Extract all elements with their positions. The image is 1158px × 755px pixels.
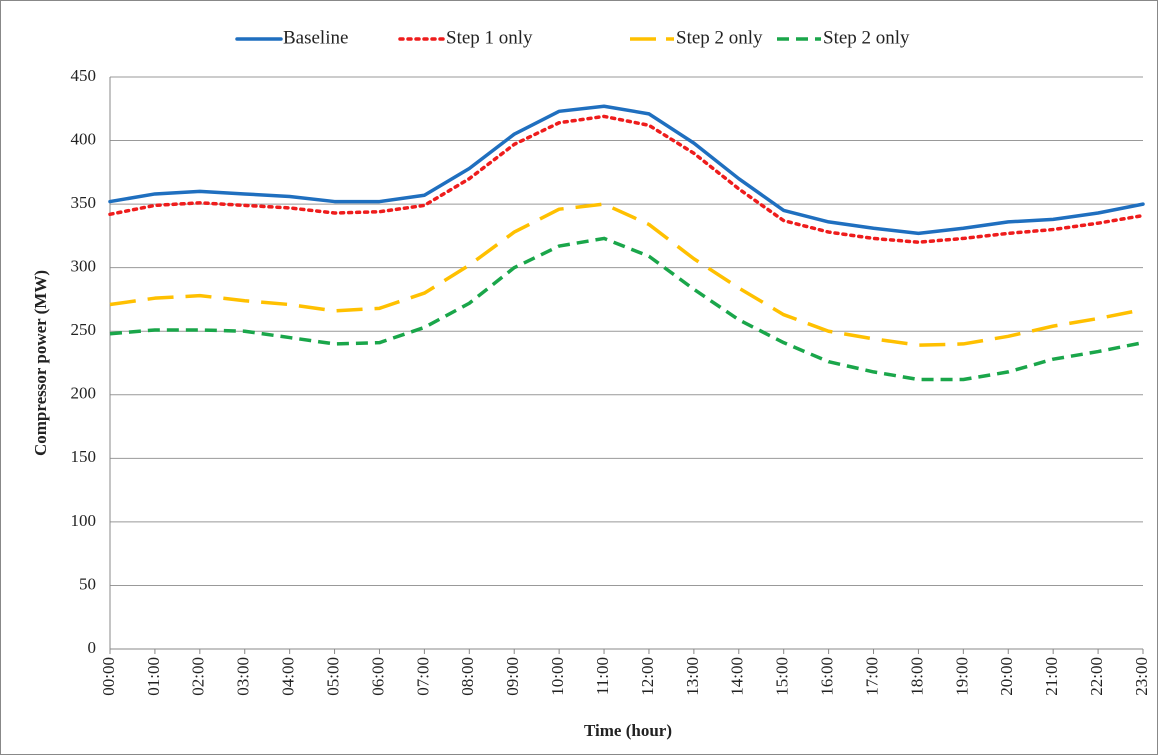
- x-tick-label: 13:00: [683, 657, 702, 696]
- x-tick-label: 05:00: [323, 657, 342, 696]
- y-tick-label: 400: [71, 129, 97, 148]
- x-tick-label: 09:00: [503, 657, 522, 696]
- data-line: [109, 202, 1144, 347]
- x-tick-label: 21:00: [1042, 657, 1061, 696]
- y-tick-label: 0: [88, 638, 97, 657]
- legend-label: Step 2 only: [823, 27, 910, 48]
- x-tick-label: 07:00: [413, 657, 432, 696]
- x-tick-label: 16:00: [818, 657, 837, 696]
- legend-label: Step 2 only: [676, 27, 763, 48]
- x-tick-label: 17:00: [862, 657, 881, 696]
- x-tick-label: 08:00: [458, 657, 477, 696]
- x-tick-label: 14:00: [728, 657, 747, 696]
- data-line: [108, 104, 1145, 236]
- x-tick-label: 12:00: [638, 657, 657, 696]
- x-tick-label: 04:00: [279, 657, 298, 696]
- y-tick-label: 250: [71, 320, 97, 339]
- x-tick-label: 10:00: [548, 657, 567, 696]
- x-tick-label: 22:00: [1087, 657, 1106, 696]
- x-tick-label: 00:00: [99, 657, 118, 696]
- x-tick-label: 23:00: [1132, 657, 1151, 696]
- x-tick-label: 06:00: [368, 657, 387, 696]
- x-tick-label: 02:00: [189, 657, 208, 696]
- legend-label: Step 1 only: [446, 27, 533, 48]
- x-tick-label: 15:00: [773, 657, 792, 696]
- data-line: [109, 236, 1144, 382]
- x-tick-label: 18:00: [907, 657, 926, 696]
- legend-label: Baseline: [283, 27, 348, 48]
- x-tick-label: 01:00: [144, 657, 163, 696]
- x-tick-label: 20:00: [997, 657, 1016, 696]
- x-tick-label: 19:00: [952, 657, 971, 696]
- y-tick-label: 100: [71, 511, 97, 530]
- y-tick-label: 300: [71, 257, 97, 276]
- x-tick-label: 11:00: [593, 657, 612, 695]
- x-tick-label: 03:00: [234, 657, 253, 696]
- y-tick-label: 350: [71, 193, 97, 212]
- y-axis-title: Compressor power (MW): [31, 270, 50, 456]
- y-tick-label: 150: [71, 447, 97, 466]
- y-tick-label: 50: [79, 574, 96, 593]
- y-tick-label: 450: [71, 66, 97, 85]
- y-tick-label: 200: [71, 384, 97, 403]
- data-line: [108, 114, 1145, 244]
- x-axis-title: Time (hour): [584, 721, 672, 740]
